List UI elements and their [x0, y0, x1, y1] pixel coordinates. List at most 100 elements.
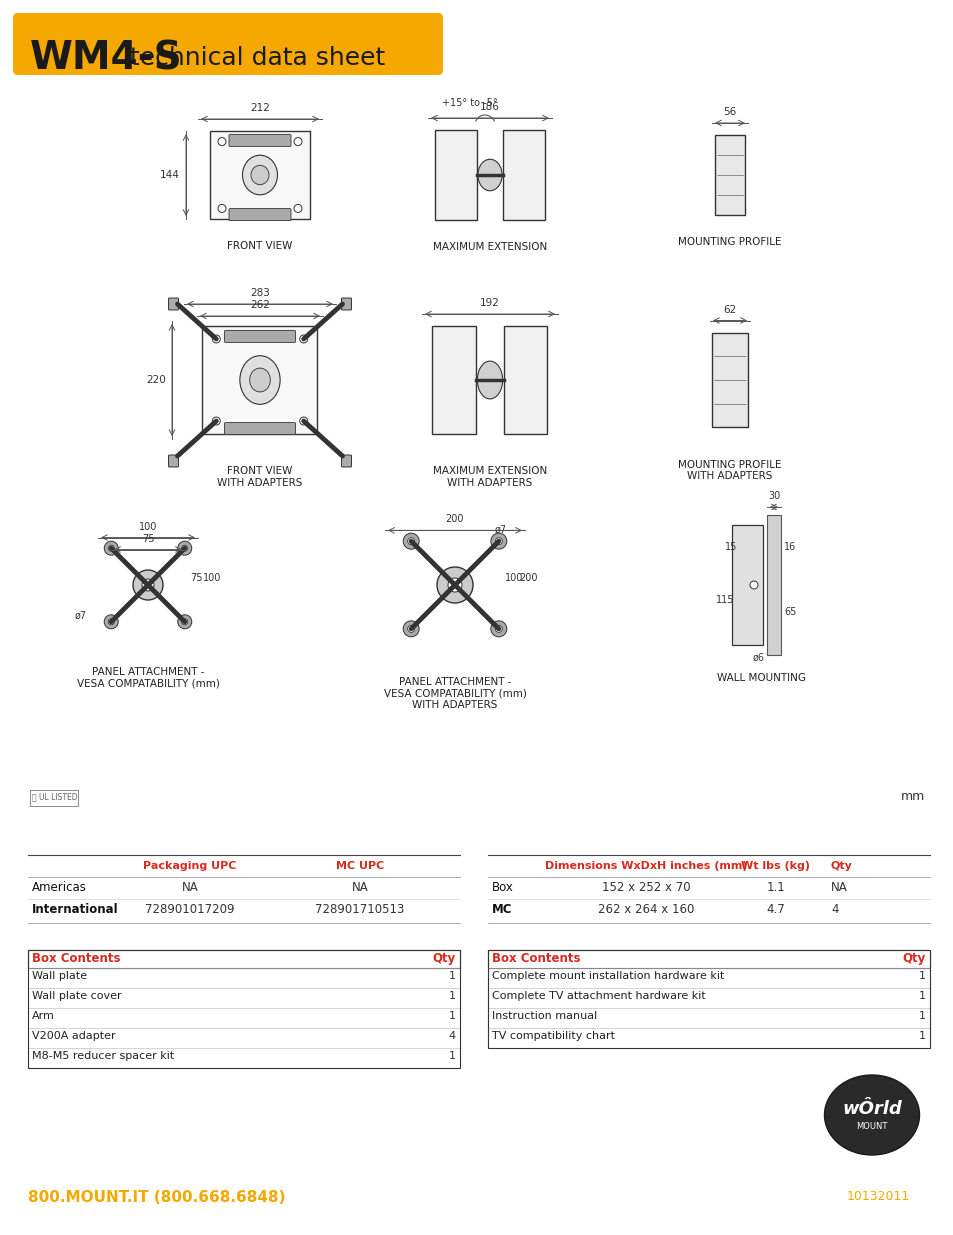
- Bar: [28, 1008, 459, 1028]
- Bar: [28, 950, 459, 968]
- Ellipse shape: [477, 159, 501, 190]
- Text: Box: Box: [492, 881, 514, 894]
- Text: Ⓡ UL LISTED: Ⓡ UL LISTED: [32, 792, 77, 802]
- Bar: [488, 968, 929, 988]
- Bar: [711, 332, 747, 427]
- Bar: [488, 950, 929, 968]
- Text: 152 x 252 x 70: 152 x 252 x 70: [601, 881, 690, 894]
- Text: FRONT VIEW
WITH ADAPTERS: FRONT VIEW WITH ADAPTERS: [217, 466, 302, 488]
- Ellipse shape: [242, 156, 277, 195]
- FancyBboxPatch shape: [341, 298, 351, 310]
- Circle shape: [299, 335, 308, 343]
- FancyBboxPatch shape: [169, 298, 178, 310]
- Circle shape: [495, 537, 502, 545]
- Bar: [714, 135, 744, 215]
- Bar: [28, 1049, 459, 1068]
- Text: wÔrld: wÔrld: [841, 1100, 901, 1118]
- Bar: [488, 988, 929, 1008]
- Text: Complete mount installation hardware kit: Complete mount installation hardware kit: [492, 971, 723, 981]
- Text: MC UPC: MC UPC: [335, 861, 384, 871]
- Text: MOUNT: MOUNT: [856, 1123, 886, 1131]
- Text: technical data sheet: technical data sheet: [122, 46, 385, 70]
- Text: Qty: Qty: [830, 861, 852, 871]
- Text: 100: 100: [203, 573, 222, 583]
- Text: 4: 4: [830, 903, 838, 916]
- Text: ø7: ø7: [74, 610, 87, 620]
- Text: PANEL ATTACHMENT -
VESA COMPATABILITY (mm): PANEL ATTACHMENT - VESA COMPATABILITY (m…: [76, 667, 219, 689]
- Text: V200A adapter: V200A adapter: [32, 1031, 115, 1041]
- Text: 10132011: 10132011: [846, 1191, 909, 1203]
- Bar: [210, 131, 310, 219]
- Bar: [766, 515, 781, 655]
- Text: NA: NA: [181, 881, 198, 894]
- Text: 1.1: 1.1: [766, 881, 784, 894]
- Text: 728901017209: 728901017209: [145, 903, 234, 916]
- Text: M8-M5 reducer spacer kit: M8-M5 reducer spacer kit: [32, 1051, 174, 1061]
- Text: mm: mm: [900, 790, 924, 803]
- Circle shape: [182, 545, 188, 551]
- Text: 65: 65: [783, 606, 796, 616]
- Text: Box Contents: Box Contents: [492, 952, 579, 965]
- Bar: [502, 130, 544, 220]
- Text: Wall plate cover: Wall plate cover: [32, 990, 121, 1002]
- Circle shape: [104, 541, 118, 556]
- Text: NA: NA: [352, 881, 368, 894]
- FancyBboxPatch shape: [229, 135, 291, 147]
- Circle shape: [108, 545, 114, 551]
- Text: 220: 220: [146, 375, 166, 385]
- Circle shape: [749, 580, 758, 589]
- Circle shape: [407, 537, 415, 545]
- Text: 1: 1: [918, 990, 925, 1002]
- Text: 212: 212: [250, 103, 270, 112]
- Circle shape: [407, 625, 415, 632]
- Text: 1: 1: [449, 1011, 456, 1021]
- Circle shape: [448, 578, 461, 592]
- Circle shape: [495, 625, 502, 632]
- Ellipse shape: [250, 368, 270, 391]
- Text: 283: 283: [250, 288, 270, 298]
- Bar: [28, 968, 459, 988]
- Text: Dimensions WxDxH inches (mm): Dimensions WxDxH inches (mm): [544, 861, 746, 871]
- Circle shape: [213, 335, 220, 343]
- Text: TV compatibility chart: TV compatibility chart: [492, 1031, 615, 1041]
- Text: MOUNTING PROFILE
WITH ADAPTERS: MOUNTING PROFILE WITH ADAPTERS: [678, 459, 781, 482]
- Text: WALL MOUNTING: WALL MOUNTING: [717, 673, 805, 683]
- Circle shape: [218, 205, 226, 212]
- FancyBboxPatch shape: [341, 454, 351, 467]
- Text: MAXIMUM EXTENSION
WITH ADAPTERS: MAXIMUM EXTENSION WITH ADAPTERS: [433, 466, 547, 488]
- Text: 62: 62: [722, 305, 736, 315]
- Bar: [30, 790, 78, 806]
- Circle shape: [177, 615, 192, 629]
- Text: Arm: Arm: [32, 1011, 55, 1021]
- Bar: [432, 326, 476, 433]
- Ellipse shape: [476, 361, 502, 399]
- Text: Instruction manual: Instruction manual: [492, 1011, 597, 1021]
- Text: 200: 200: [445, 514, 464, 525]
- Text: 1: 1: [449, 1051, 456, 1061]
- Bar: [28, 1028, 459, 1049]
- Circle shape: [142, 579, 153, 592]
- FancyBboxPatch shape: [13, 14, 442, 75]
- Text: 1: 1: [918, 1031, 925, 1041]
- Circle shape: [218, 137, 226, 146]
- Text: Complete TV attachment hardware kit: Complete TV attachment hardware kit: [492, 990, 705, 1002]
- Bar: [488, 1028, 929, 1049]
- Text: 75: 75: [142, 534, 154, 543]
- Circle shape: [213, 417, 220, 425]
- Circle shape: [294, 137, 302, 146]
- Text: 200: 200: [519, 573, 537, 583]
- Text: Box Contents: Box Contents: [32, 952, 120, 965]
- Text: +15° to -5°: +15° to -5°: [442, 98, 497, 107]
- Circle shape: [403, 534, 418, 550]
- Text: 115: 115: [715, 594, 733, 605]
- Text: 186: 186: [479, 103, 499, 112]
- FancyBboxPatch shape: [224, 331, 295, 342]
- FancyBboxPatch shape: [169, 454, 178, 467]
- Text: 1: 1: [918, 971, 925, 981]
- Ellipse shape: [251, 165, 269, 185]
- FancyBboxPatch shape: [229, 209, 291, 221]
- Text: FRONT VIEW: FRONT VIEW: [227, 241, 293, 251]
- Bar: [488, 1008, 929, 1028]
- Text: 262 x 264 x 160: 262 x 264 x 160: [598, 903, 694, 916]
- Bar: [488, 950, 929, 1049]
